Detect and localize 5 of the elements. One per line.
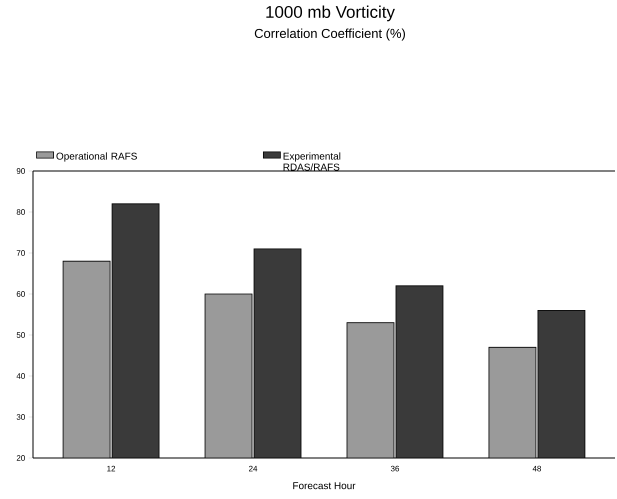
legend-label: Experimental RDAS/RAFS (284, 152, 340, 171)
chart-title: 1000 mb Vorticity (266, 6, 395, 22)
legend-label: Operational RAFS (56, 152, 137, 162)
x-axis-title: Forecast Hour (293, 482, 356, 490)
chart-subtitle: Correlation Coefficient (%) (254, 28, 405, 41)
